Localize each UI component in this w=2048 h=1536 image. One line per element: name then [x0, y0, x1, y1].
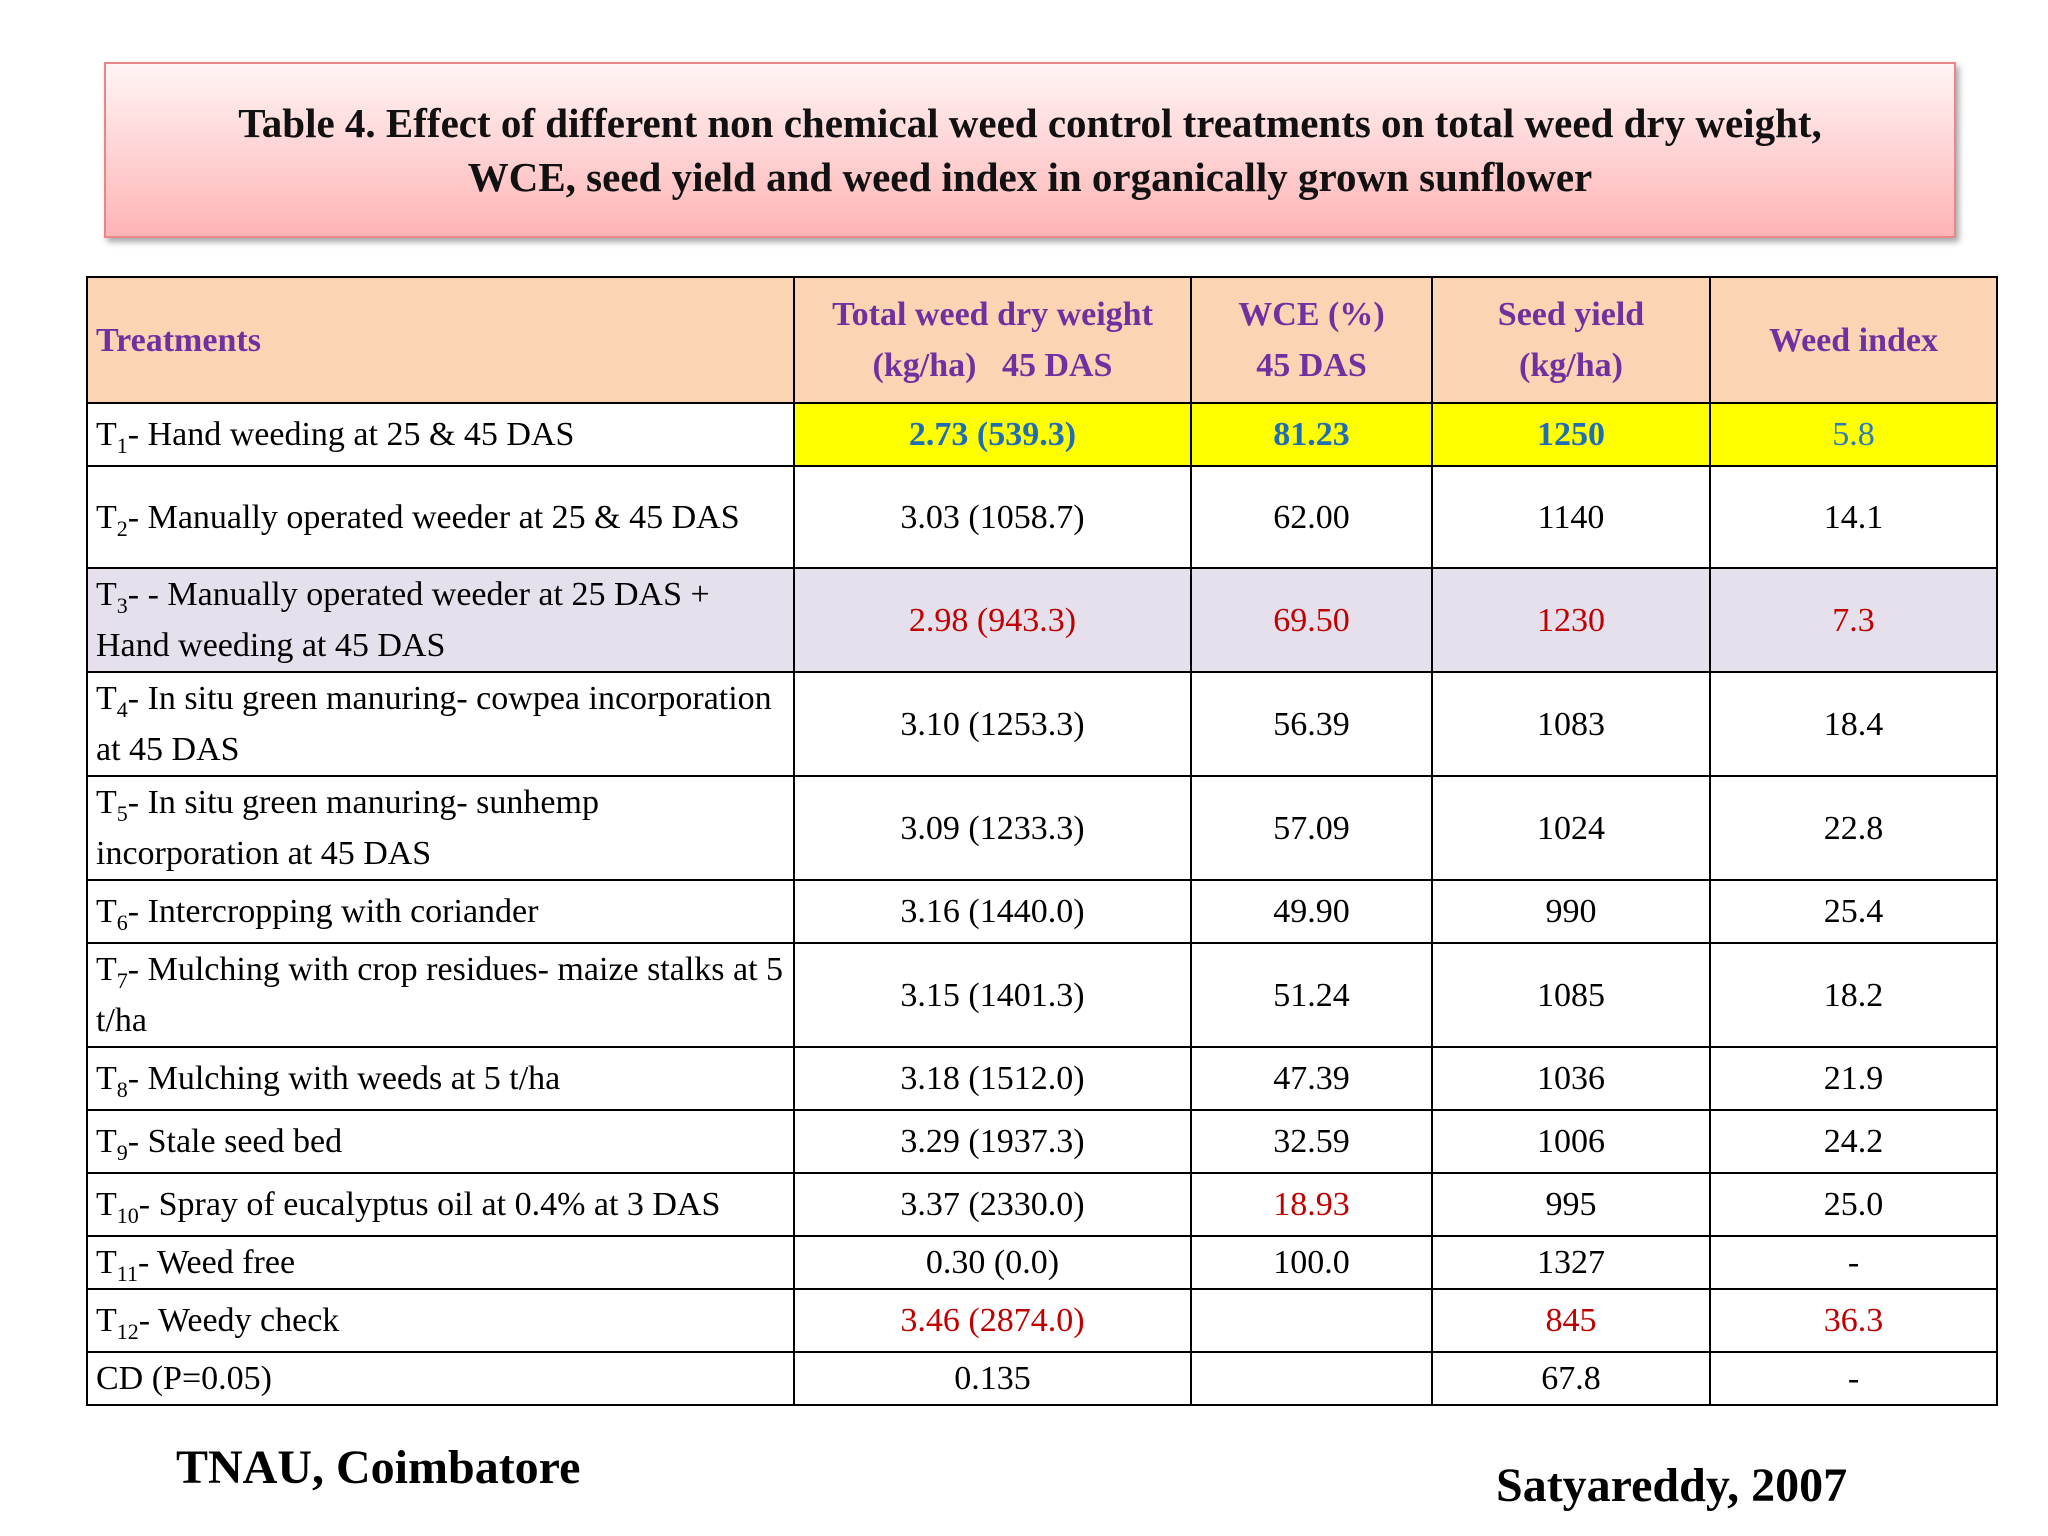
- results-table: Treatments Total weed dry weight (kg/ha) …: [86, 276, 1998, 1406]
- seed-yield-cell: 1230: [1431, 567, 1711, 673]
- wce-cell: 47.39: [1190, 1046, 1433, 1111]
- table-row: T6- Intercropping with coriander 3.16 (1…: [86, 879, 1998, 944]
- institution-label: TNAU, Coimbatore: [176, 1441, 581, 1494]
- table-row: T11- Weed free 0.30 (0.0) 100.0 1327 -: [86, 1235, 1998, 1290]
- wce-cell: 57.09: [1190, 775, 1433, 881]
- seed-yield-cell: 845: [1431, 1288, 1711, 1353]
- title-line-2: WCE, seed yield and weed index in organi…: [467, 154, 1593, 200]
- treatment-cell: T2- Manually operated weeder at 25 & 45 …: [86, 465, 795, 569]
- treatment-cell: T9- Stale seed bed: [86, 1109, 795, 1174]
- wce-cell: 18.93: [1190, 1172, 1433, 1237]
- treatment-cell: T5- In situ green manuring- sunhemp inco…: [86, 775, 795, 881]
- wce-cell: 62.00: [1190, 465, 1433, 569]
- dry-weight-cell: 0.30 (0.0): [793, 1235, 1192, 1290]
- seed-yield-cell: 67.8: [1431, 1351, 1711, 1406]
- wce-cell: 51.24: [1190, 942, 1433, 1048]
- treatment-cell: T8- Mulching with weeds at 5 t/ha: [86, 1046, 795, 1111]
- header-seed-yield: Seed yield (kg/ha): [1431, 276, 1711, 404]
- seed-yield-cell: 1250: [1431, 402, 1711, 467]
- treatment-cell: T7- Mulching with crop residues- maize s…: [86, 942, 795, 1048]
- seed-yield-cell: 990: [1431, 879, 1711, 944]
- weed-index-cell: 22.8: [1709, 775, 1998, 881]
- dry-weight-cell: 3.15 (1401.3): [793, 942, 1192, 1048]
- wce-cell: [1190, 1288, 1433, 1353]
- table-row: T5- In situ green manuring- sunhemp inco…: [86, 775, 1998, 881]
- table-row: T1- Hand weeding at 25 & 45 DAS 2.73 (53…: [86, 402, 1998, 467]
- treatment-cell: T1- Hand weeding at 25 & 45 DAS: [86, 402, 795, 467]
- treatment-cell: T3- - Manually operated weeder at 25 DAS…: [86, 567, 795, 673]
- table-row: T2- Manually operated weeder at 25 & 45 …: [86, 465, 1998, 569]
- title-box: Table 4. Effect of different non chemica…: [104, 62, 1956, 238]
- weed-index-cell: -: [1709, 1351, 1998, 1406]
- dry-weight-cell: 3.29 (1937.3): [793, 1109, 1192, 1174]
- seed-yield-cell: 1024: [1431, 775, 1711, 881]
- header-treatments: Treatments: [86, 276, 795, 404]
- wce-cell: 69.50: [1190, 567, 1433, 673]
- treatment-cell: T12- Weedy check: [86, 1288, 795, 1353]
- seed-yield-cell: 1085: [1431, 942, 1711, 1048]
- table-row: T9- Stale seed bed 3.29 (1937.3) 32.59 1…: [86, 1109, 1998, 1174]
- weed-index-cell: 7.3: [1709, 567, 1998, 673]
- seed-yield-cell: 1327: [1431, 1235, 1711, 1290]
- dry-weight-cell: 2.98 (943.3): [793, 567, 1192, 673]
- dry-weight-cell: 2.73 (539.3): [793, 402, 1192, 467]
- dry-weight-cell: 3.46 (2874.0): [793, 1288, 1192, 1353]
- wce-cell: 81.23: [1190, 402, 1433, 467]
- header-dry-weight: Total weed dry weight (kg/ha) 45 DAS: [793, 276, 1192, 404]
- weed-index-cell: 36.3: [1709, 1288, 1998, 1353]
- title-line-1: Table 4. Effect of different non chemica…: [238, 100, 1822, 146]
- dry-weight-cell: 3.16 (1440.0): [793, 879, 1192, 944]
- table-row: CD (P=0.05) 0.135 67.8 -: [86, 1351, 1998, 1406]
- weed-index-cell: 18.2: [1709, 942, 1998, 1048]
- weed-index-cell: 25.4: [1709, 879, 1998, 944]
- table-row: T4- In situ green manuring- cowpea incor…: [86, 671, 1998, 777]
- seed-yield-cell: 1006: [1431, 1109, 1711, 1174]
- treatment-cell: T6- Intercropping with coriander: [86, 879, 795, 944]
- dry-weight-cell: 3.18 (1512.0): [793, 1046, 1192, 1111]
- dry-weight-cell: 3.03 (1058.7): [793, 465, 1192, 569]
- weed-index-cell: 21.9: [1709, 1046, 1998, 1111]
- treatment-cell: CD (P=0.05): [86, 1351, 795, 1406]
- weed-index-cell: 14.1: [1709, 465, 1998, 569]
- wce-cell: 49.90: [1190, 879, 1433, 944]
- seed-yield-cell: 1036: [1431, 1046, 1711, 1111]
- seed-yield-cell: 1083: [1431, 671, 1711, 777]
- table-header-row: Treatments Total weed dry weight (kg/ha) …: [86, 276, 1998, 404]
- dry-weight-cell: 3.09 (1233.3): [793, 775, 1192, 881]
- page-title: Table 4. Effect of different non chemica…: [130, 96, 1930, 204]
- seed-yield-cell: 1140: [1431, 465, 1711, 569]
- wce-cell: 56.39: [1190, 671, 1433, 777]
- dry-weight-cell: 3.10 (1253.3): [793, 671, 1192, 777]
- header-weed-index: Weed index: [1709, 276, 1998, 404]
- wce-cell: 32.59: [1190, 1109, 1433, 1174]
- weed-index-cell: 25.0: [1709, 1172, 1998, 1237]
- weed-index-cell: 18.4: [1709, 671, 1998, 777]
- seed-yield-cell: 995: [1431, 1172, 1711, 1237]
- wce-cell: [1190, 1351, 1433, 1406]
- weed-index-cell: 24.2: [1709, 1109, 1998, 1174]
- table-row: T7- Mulching with crop residues- maize s…: [86, 942, 1998, 1048]
- treatment-cell: T11- Weed free: [86, 1235, 795, 1290]
- treatment-cell: T4- In situ green manuring- cowpea incor…: [86, 671, 795, 777]
- table-row: T12- Weedy check 3.46 (2874.0) 845 36.3: [86, 1288, 1998, 1353]
- wce-cell: 100.0: [1190, 1235, 1433, 1290]
- table-row: T3- - Manually operated weeder at 25 DAS…: [86, 567, 1998, 673]
- treatment-cell: T10- Spray of eucalyptus oil at 0.4% at …: [86, 1172, 795, 1237]
- dry-weight-cell: 0.135: [793, 1351, 1192, 1406]
- header-wce: WCE (%) 45 DAS: [1190, 276, 1433, 404]
- table-row: T8- Mulching with weeds at 5 t/ha 3.18 (…: [86, 1046, 1998, 1111]
- table-row: T10- Spray of eucalyptus oil at 0.4% at …: [86, 1172, 1998, 1237]
- dry-weight-cell: 3.37 (2330.0): [793, 1172, 1192, 1237]
- weed-index-cell: -: [1709, 1235, 1998, 1290]
- weed-index-cell: 5.8: [1709, 402, 1998, 467]
- citation-label: Satyareddy, 2007: [1496, 1459, 1848, 1512]
